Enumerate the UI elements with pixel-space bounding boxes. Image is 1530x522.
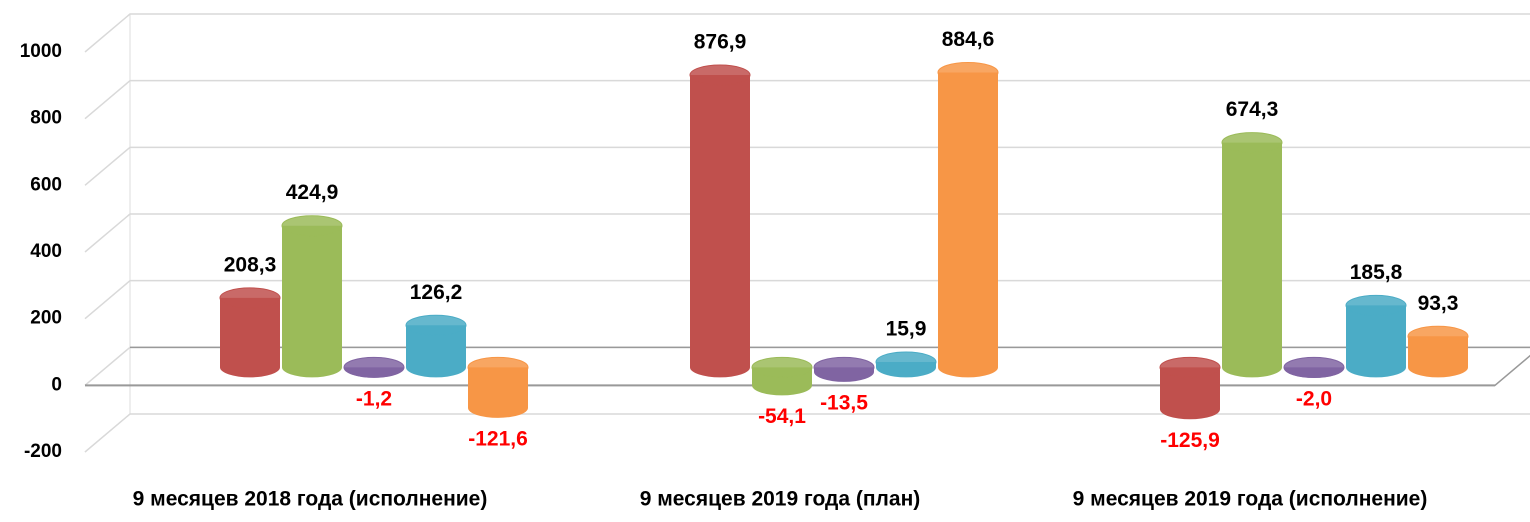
- bar-top: [281, 215, 343, 237]
- data-label: -1,2: [356, 387, 392, 410]
- bar-top: [875, 351, 937, 373]
- bar-top: [937, 61, 999, 83]
- grid-line: [84, 413, 1530, 453]
- data-label: -13,5: [820, 391, 868, 414]
- bar-top: [1407, 325, 1469, 347]
- bar-top: [1345, 294, 1407, 316]
- bar-top: [1159, 356, 1221, 378]
- x-tick-label: 9 месяцев 2019 года (исполнение): [1073, 488, 1428, 511]
- data-label: -121,6: [468, 427, 528, 450]
- bar: [220, 297, 280, 378]
- bar-top: [751, 356, 813, 378]
- y-tick-label: 0: [51, 374, 62, 395]
- x-tick-label: 9 месяцев 2019 года (план): [640, 488, 921, 511]
- bar-top: [1221, 132, 1283, 154]
- data-label: -2,0: [1296, 388, 1332, 411]
- data-label: 424,9: [286, 181, 339, 204]
- bar: [1222, 142, 1282, 378]
- data-label: 93,3: [1418, 292, 1459, 315]
- grid-line: [84, 146, 1530, 186]
- y-tick-label: 1000: [20, 41, 62, 62]
- bar: [1408, 336, 1468, 378]
- bar: [468, 367, 528, 418]
- y-tick-label: -200: [24, 441, 62, 462]
- data-label: 876,9: [694, 31, 747, 54]
- bar: [938, 72, 998, 378]
- y-tick-label: 600: [30, 174, 62, 195]
- bar: [690, 75, 750, 378]
- bar: [1346, 305, 1406, 378]
- bar: [282, 225, 342, 378]
- data-label: 674,3: [1226, 98, 1279, 121]
- bar: [1160, 367, 1220, 420]
- bar-top: [343, 356, 405, 378]
- x-tick-label: 9 месяцев 2018 года (исполнение): [133, 488, 488, 511]
- grid-line: [84, 79, 1530, 120]
- bar-top: [813, 356, 875, 378]
- y-tick-label: 200: [30, 308, 62, 329]
- grid-line: [84, 279, 1530, 320]
- data-label: -54,1: [758, 405, 806, 428]
- data-label: 884,6: [942, 28, 995, 51]
- y-tick-label: 400: [30, 241, 62, 262]
- bar-top: [405, 314, 467, 336]
- bar-top: [1283, 356, 1345, 378]
- data-label: -125,9: [1160, 429, 1220, 452]
- data-label: 208,3: [224, 253, 277, 276]
- grid-line: [84, 13, 1530, 53]
- data-label: 185,8: [1350, 261, 1403, 284]
- bar-top: [219, 287, 281, 309]
- grid-line: [84, 213, 1530, 253]
- bar-top: [689, 64, 751, 86]
- data-label: 126,2: [410, 281, 463, 304]
- bar-top: [467, 356, 529, 378]
- bar: [406, 325, 466, 378]
- data-label: 15,9: [886, 318, 927, 341]
- y-tick-label: 800: [30, 108, 62, 129]
